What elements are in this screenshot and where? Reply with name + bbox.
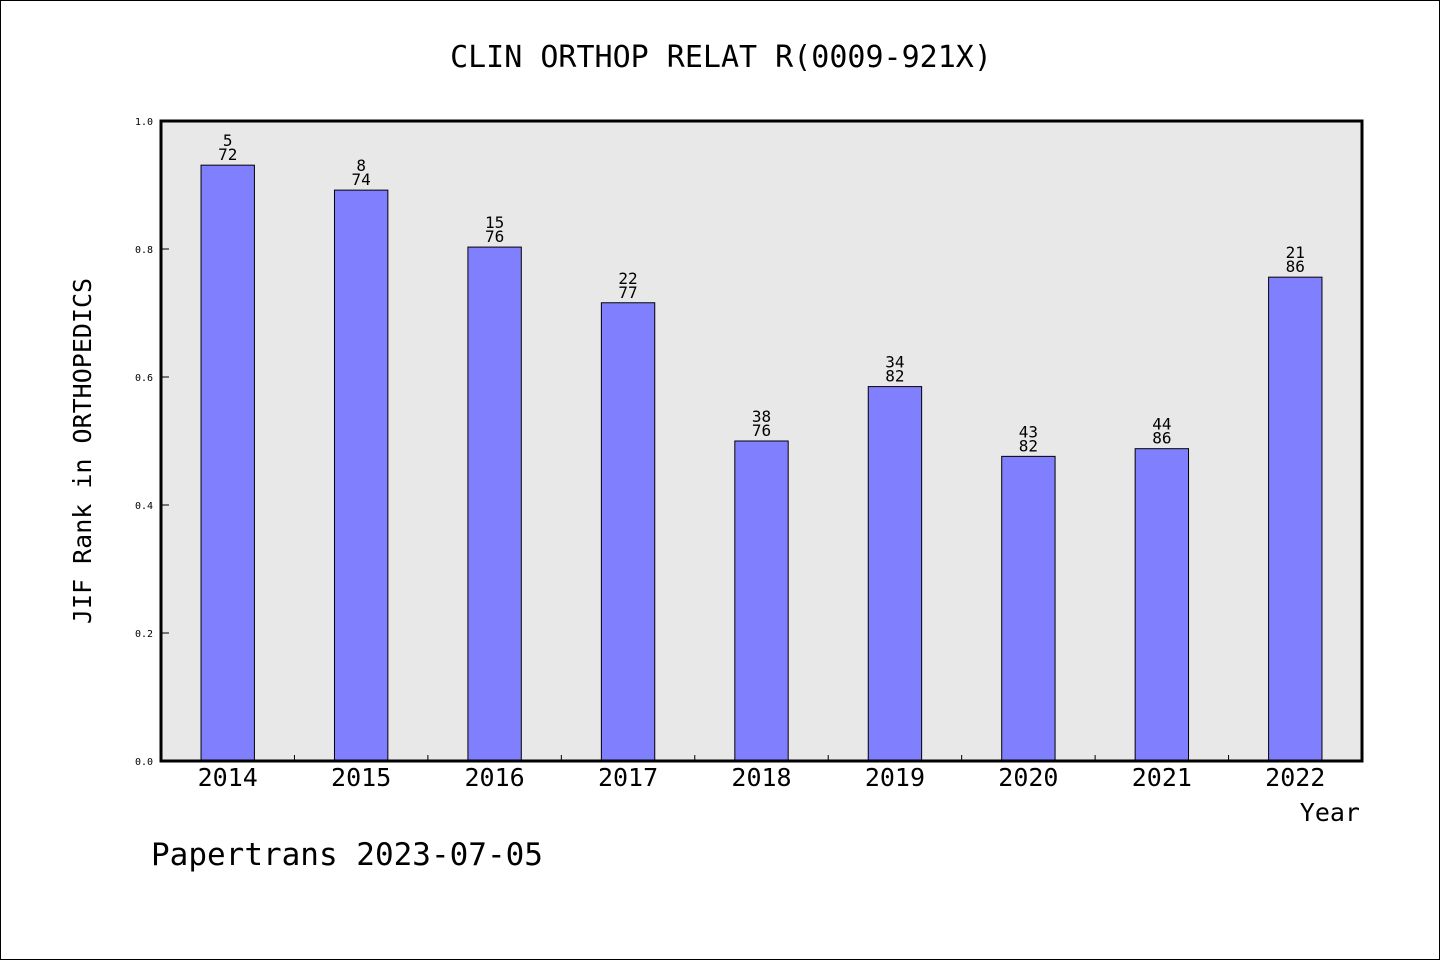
x-tick-label: 2015 [331,763,391,792]
x-axis-label: Year [1300,798,1360,827]
plot-border [159,119,1364,763]
bar-total-label: 74 [352,170,371,189]
bar-2015 [333,189,389,762]
bar-2017 [600,302,656,762]
x-tick-label: 2020 [998,763,1058,792]
bar-rank-label: 22 [618,269,637,288]
bar-total-label: 76 [485,227,504,246]
bar-rank-label: 5 [223,131,233,150]
x-tick-label: 2016 [465,763,525,792]
x-tick-label: 2019 [865,763,925,792]
bar-total-label: 82 [1019,436,1038,455]
bar-2021 [1134,448,1190,762]
chart-title: CLIN ORTHOP RELAT R(0009-921X) [450,40,992,75]
bar-rank-label: 15 [485,213,504,232]
bar-total-label: 77 [618,283,637,302]
y-axis: 0.0 0.2 0.4 0.6 0.8 1.0 [135,117,169,768]
bar-rank-label: 43 [1019,422,1038,441]
x-tick-label: 2018 [731,763,791,792]
y-tick-label: 0.8 [135,245,153,256]
bar-2018 [734,440,789,762]
bar-total-label: 86 [1286,257,1305,276]
y-tick-label: 0.0 [135,757,153,768]
bar-rank-label: 44 [1152,415,1171,434]
bar-2014 [200,164,255,762]
bar-2016 [467,246,522,762]
bar-total-label: 72 [218,145,237,164]
bar-total-label: 76 [752,421,771,440]
x-tick-label: 2017 [598,763,658,792]
bar-total-label: 82 [885,367,904,386]
bar-2022 [1268,276,1323,762]
bar-total-label: 86 [1152,429,1171,448]
bar-2019 [867,386,923,762]
bar-rank-label: 21 [1286,243,1305,262]
y-tick-label: 1.0 [135,117,153,128]
footer-watermark: Papertrans 2023-07-05 [151,837,543,873]
bar-rank-label: 8 [356,156,366,175]
bar-rank-label: 34 [885,353,904,372]
y-tick-label: 0.2 [135,629,153,640]
y-tick-label: 0.4 [135,501,153,512]
x-tick-label: 2021 [1132,763,1192,792]
y-tick-label: 0.6 [135,373,153,384]
y-axis-label: JIF Rank in ORTHOPEDICS [68,278,97,624]
x-axis: 2014 2015 2016 2017 2018 2019 2020 2021 2022 [198,755,1325,792]
bar-2020 [1001,455,1056,762]
x-tick-label: 2022 [1265,763,1325,792]
bar-rank-label: 38 [752,407,771,426]
x-tick-label: 2014 [198,763,258,792]
